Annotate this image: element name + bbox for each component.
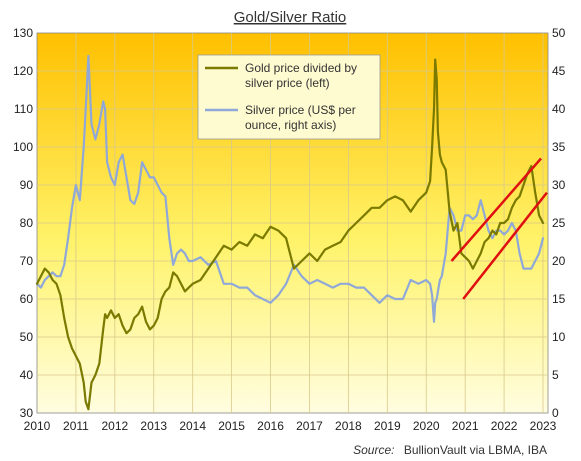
x-axis-tick-label: 2021 (452, 419, 479, 433)
x-axis-tick-label: 2023 (530, 419, 557, 433)
x-axis-tick-label: 2015 (218, 419, 245, 433)
x-axis-tick-label: 2011 (63, 419, 89, 433)
x-axis-tick-label: 2012 (101, 419, 128, 433)
right-axis-tick-label: 40 (552, 102, 566, 116)
right-axis-tick-label: 5 (552, 368, 559, 382)
right-axis-tick-label: 10 (552, 330, 566, 344)
right-axis-tick-label: 45 (552, 64, 566, 78)
left-axis-tick-label: 80 (20, 216, 34, 230)
silver-price-line (35, 54, 545, 323)
x-axis-tick-label: 2020 (413, 419, 440, 433)
left-axis-tick-label: 130 (13, 26, 33, 40)
source-label: Source: (353, 443, 394, 457)
x-axis-ticks: 2010 2011 2012 2013 2014 2015 2016 2017 2018 2019… (24, 419, 557, 433)
right-axis-tick-label: 30 (552, 178, 566, 192)
x-axis-tick-label: 2022 (491, 419, 518, 433)
series-lines (35, 54, 545, 411)
legend: Gold price divided by silver price (left… (197, 54, 381, 140)
right-axis-tick-label: 25 (552, 216, 566, 230)
right-axis-ticks: 0 5 10 15 20 25 30 35 40 45 50 (552, 26, 566, 420)
left-axis-tick-label: 40 (20, 368, 34, 382)
right-axis-tick-label: 0 (552, 406, 559, 420)
left-axis-tick-label: 70 (20, 254, 34, 268)
source-note: Source: BullionVault via LBMA, IBA (353, 443, 547, 457)
trend-channel-line (450, 157, 542, 262)
left-axis-tick-label: 50 (20, 330, 34, 344)
trend-channel-lines (450, 157, 548, 300)
legend-gold-ratio-line2: silver price (left) (245, 76, 330, 90)
legend-silver-line1: Silver price (US$ per (245, 103, 356, 117)
x-axis-tick-label: 2018 (335, 419, 362, 433)
left-axis-tick-label: 120 (13, 64, 33, 78)
x-axis-tick-label: 2010 (24, 419, 51, 433)
x-axis-tick-label: 2014 (179, 419, 206, 433)
left-axis-tick-label: 30 (20, 406, 34, 420)
right-axis-tick-label: 50 (552, 26, 566, 40)
right-axis-tick-label: 20 (552, 254, 566, 268)
right-axis-tick-label: 35 (552, 140, 566, 154)
right-axis-tick-label: 15 (552, 292, 566, 306)
left-axis-tick-label: 90 (20, 178, 34, 192)
gold-silver-ratio-line (35, 58, 545, 411)
left-axis-tick-label: 110 (14, 102, 33, 116)
x-axis-tick-label: 2013 (140, 419, 167, 433)
left-axis-tick-label: 100 (13, 140, 33, 154)
legend-silver-line2: ounce, right axis) (245, 118, 336, 132)
x-axis-tick-label: 2016 (257, 419, 284, 433)
left-axis-tick-label: 60 (20, 292, 34, 306)
x-axis-tick-label: 2019 (374, 419, 401, 433)
source-text: BullionVault via LBMA, IBA (404, 443, 547, 457)
left-axis-ticks: 30 40 50 60 70 80 90 100 110 120 130 (13, 26, 33, 420)
trend-channel-line (462, 191, 548, 300)
legend-gold-ratio-line1: Gold price divided by (245, 61, 357, 75)
chart-title: Gold/Silver Ratio (234, 9, 347, 26)
x-axis-tick-label: 2017 (296, 419, 323, 433)
